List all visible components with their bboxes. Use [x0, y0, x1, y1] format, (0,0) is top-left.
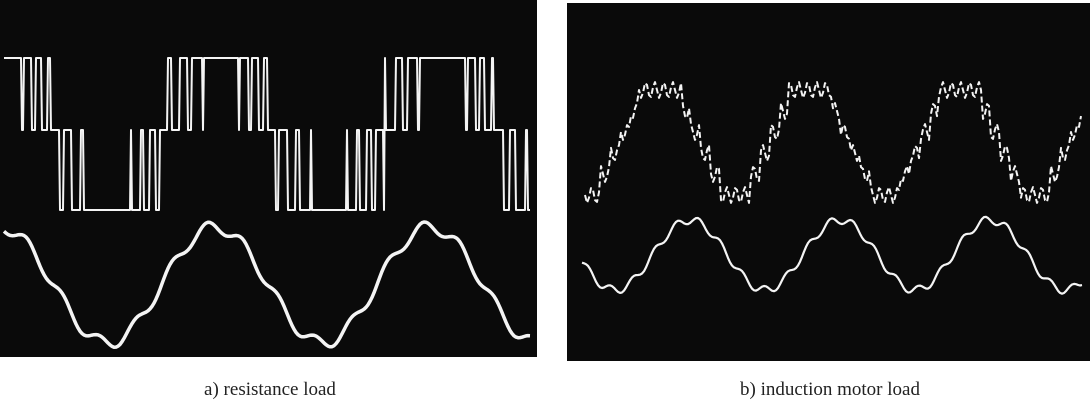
caption-b: b) induction motor load [740, 379, 920, 400]
oscilloscope-photo-b [567, 3, 1090, 361]
caption-a: a) resistance load [204, 379, 336, 400]
figure: a) resistance load b) induction motor lo… [0, 0, 1091, 420]
